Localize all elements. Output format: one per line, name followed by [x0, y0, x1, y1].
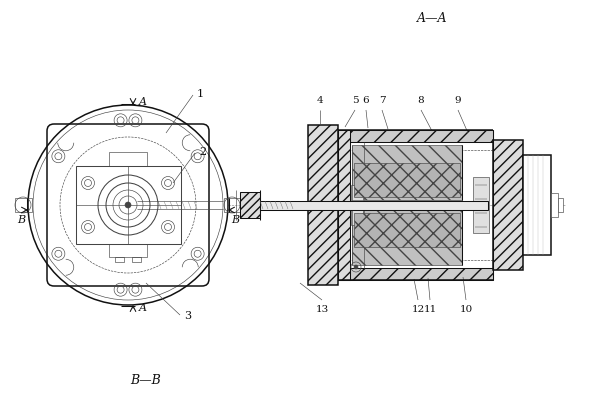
Bar [551, 193, 558, 217]
Text: B—B: B—B [131, 374, 161, 386]
Bar [224, 198, 241, 212]
Bar [351, 185, 363, 225]
Circle shape [354, 265, 358, 269]
Text: B: B [231, 215, 239, 225]
Text: 5: 5 [352, 96, 358, 105]
Text: 9: 9 [455, 96, 461, 105]
Text: 6: 6 [362, 96, 370, 105]
Bar [354, 213, 460, 247]
Text: 12: 12 [412, 305, 425, 314]
Bar [352, 200, 462, 210]
Bar [352, 210, 462, 265]
Bar [109, 152, 147, 166]
Text: A: A [139, 97, 147, 107]
Text: 13: 13 [316, 305, 329, 314]
Bar [115, 257, 124, 262]
Bar [76, 166, 181, 244]
Text: B: B [17, 215, 25, 225]
Bar [338, 268, 493, 280]
Text: 7: 7 [379, 96, 385, 105]
Bar [354, 163, 460, 197]
Bar [338, 130, 350, 280]
Bar [109, 244, 147, 257]
Bar [256, 201, 488, 210]
Bar [240, 192, 260, 218]
Text: 10: 10 [460, 305, 473, 314]
Circle shape [125, 202, 131, 208]
Text: A: A [139, 303, 147, 313]
Bar [523, 155, 551, 255]
Bar [352, 145, 462, 200]
Bar [338, 130, 493, 142]
Text: 1: 1 [197, 89, 204, 99]
Bar [493, 140, 523, 270]
Text: 8: 8 [418, 96, 424, 105]
Bar [473, 177, 489, 233]
Bar [308, 125, 338, 285]
Text: A—A: A—A [417, 12, 447, 24]
Bar [15, 198, 32, 212]
Text: 3: 3 [184, 311, 191, 321]
Bar [558, 198, 563, 212]
Text: 2: 2 [199, 147, 206, 157]
Bar [132, 257, 141, 262]
Text: 11: 11 [424, 305, 437, 314]
Text: 4: 4 [317, 96, 323, 105]
